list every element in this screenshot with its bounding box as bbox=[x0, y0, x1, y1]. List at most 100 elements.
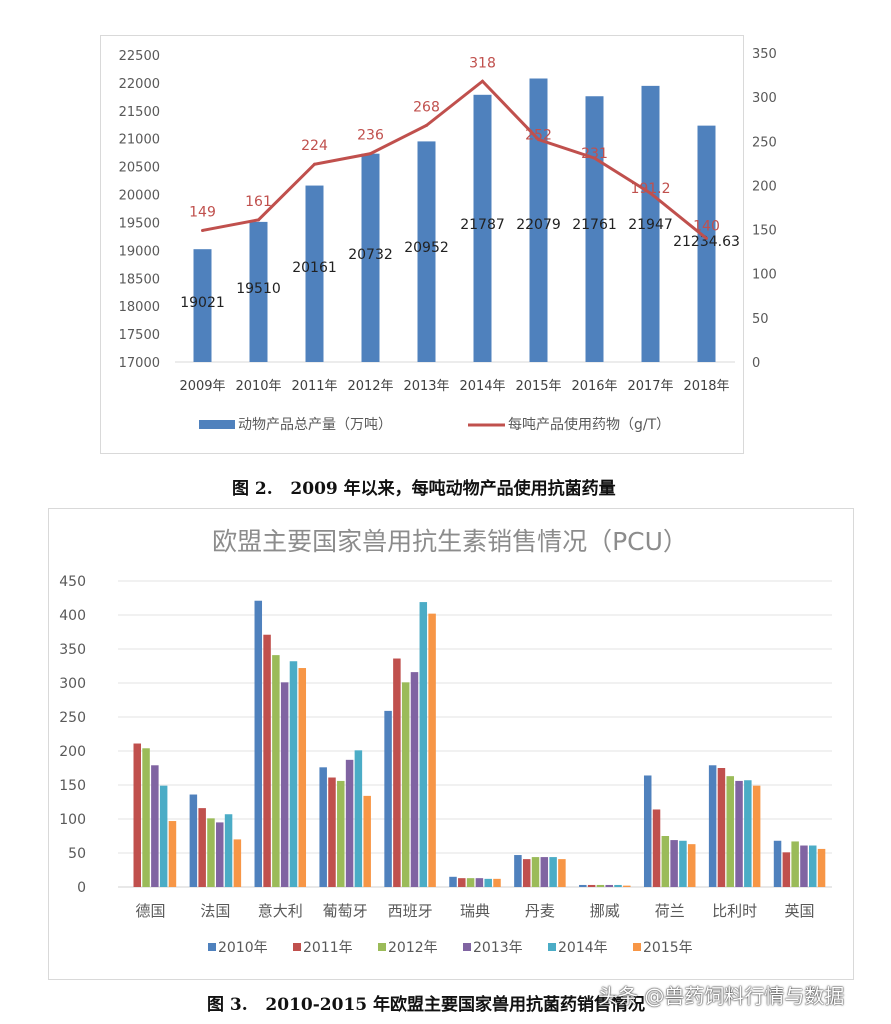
bar-data-label: 21787 bbox=[460, 217, 505, 233]
bar-2013年 bbox=[800, 845, 808, 887]
bar-2012年 bbox=[337, 780, 345, 887]
x-tick-label: 意大利 bbox=[258, 902, 303, 920]
legend-label: 2010年 bbox=[218, 940, 268, 956]
legend-swatch-production bbox=[199, 420, 235, 429]
bar-2011年 bbox=[393, 658, 401, 887]
bar-2013年 bbox=[735, 780, 743, 887]
bar-data-label: 20732 bbox=[348, 247, 393, 263]
bar-2012年 bbox=[207, 818, 215, 887]
x-tick-label: 2014年 bbox=[459, 379, 505, 394]
x-tick-label: 荷兰 bbox=[655, 902, 685, 920]
line-point bbox=[201, 228, 204, 232]
bar-2015年 bbox=[493, 878, 501, 887]
bar-2014年 bbox=[354, 750, 363, 887]
bar-2014年 bbox=[419, 602, 428, 887]
left-tick-label: 17000 bbox=[119, 356, 160, 371]
legend-swatch bbox=[293, 943, 301, 951]
bar-2013年 bbox=[280, 682, 289, 887]
bar-2010年 bbox=[254, 600, 263, 887]
bar-2014年 bbox=[614, 884, 622, 887]
bar-data-label: 20952 bbox=[404, 240, 449, 256]
legend-label: 2011年 bbox=[303, 940, 353, 956]
line-data-label: 268 bbox=[413, 99, 440, 115]
left-tick-label: 21500 bbox=[119, 105, 160, 120]
right-tick-label: 50 bbox=[752, 312, 769, 327]
bar-2015年 bbox=[168, 821, 177, 887]
y-tick-label: 300 bbox=[59, 676, 86, 692]
legend-swatch bbox=[548, 943, 556, 951]
watermark: 头条 @兽药饲料行情与数据 bbox=[598, 984, 845, 1008]
y-tick-label: 0 bbox=[77, 880, 86, 896]
bar-2011年 bbox=[198, 808, 206, 887]
right-tick-label: 350 bbox=[752, 47, 777, 62]
x-tick-label: 2012年 bbox=[347, 379, 393, 394]
line-data-label: 318 bbox=[469, 55, 496, 71]
bar-2013年 bbox=[151, 765, 159, 887]
line-data-label: 191.2 bbox=[630, 181, 670, 197]
x-tick-label: 西班牙 bbox=[388, 902, 433, 920]
bar-2011年 bbox=[522, 859, 531, 887]
x-tick-label: 2010年 bbox=[235, 379, 281, 394]
line-drug-use bbox=[202, 79, 708, 240]
line-data-label: 161 bbox=[245, 194, 272, 210]
y-tick-label: 150 bbox=[59, 778, 86, 794]
bar-2015年 bbox=[817, 848, 826, 887]
left-tick-label: 19000 bbox=[119, 244, 160, 259]
bar-2015年 bbox=[233, 839, 242, 887]
x-tick-label: 法国 bbox=[200, 902, 230, 920]
y-tick-label: 400 bbox=[59, 608, 86, 624]
line-point bbox=[705, 236, 708, 240]
eu-antibiotic-sales-chart: 欧盟主要国家兽用抗生素销售情况（PCU） 0 50 100 150 200 250 300 35… bbox=[59, 527, 832, 956]
bar-2012年 bbox=[791, 841, 799, 887]
bar-data-label: 20161 bbox=[292, 260, 337, 276]
y-tick-label: 450 bbox=[59, 574, 86, 590]
bar-2011年 bbox=[328, 777, 336, 887]
bar-2015年 bbox=[623, 885, 631, 887]
bar-data-label: 22079 bbox=[516, 217, 561, 233]
y-tick-label: 100 bbox=[59, 812, 86, 828]
bar-2015年 bbox=[428, 613, 436, 887]
bar-2011年 bbox=[782, 852, 791, 887]
line-point bbox=[369, 152, 372, 156]
right-tick-label: 250 bbox=[752, 135, 777, 150]
bar-2013年 bbox=[345, 759, 354, 887]
bar-2012年 bbox=[272, 655, 280, 887]
bar-data-label: 21947 bbox=[628, 217, 673, 233]
legend-swatch bbox=[633, 943, 641, 951]
legend-label: 2013年 bbox=[473, 940, 523, 956]
bar-2014年 bbox=[679, 840, 687, 887]
bar-2012年 bbox=[596, 884, 605, 887]
left-tick-label: 17500 bbox=[119, 328, 160, 343]
line-point bbox=[425, 123, 428, 127]
left-tick-label: 20500 bbox=[119, 161, 160, 176]
legend-label-drug-use: 每吨产品使用药物（g/T） bbox=[508, 416, 670, 433]
right-tick-label: 0 bbox=[752, 356, 760, 371]
x-tick-label: 2016年 bbox=[571, 379, 617, 394]
bar-2013年 bbox=[540, 857, 549, 887]
bar-2010年 bbox=[643, 775, 652, 887]
bar-2012年 bbox=[661, 836, 670, 887]
bar-2014年 bbox=[224, 814, 233, 887]
bar-2010年 bbox=[579, 884, 587, 887]
bar-2013年 bbox=[670, 840, 678, 887]
bar-2013年 bbox=[410, 672, 419, 887]
line-point bbox=[257, 218, 260, 222]
bar-2011年 bbox=[133, 743, 142, 887]
y-tick-label: 350 bbox=[59, 642, 86, 658]
bar-2011年 bbox=[458, 878, 466, 887]
bar-2014年 bbox=[484, 878, 492, 887]
bar-production bbox=[305, 185, 324, 362]
bar-2015年 bbox=[363, 795, 371, 887]
right-tick-label: 300 bbox=[752, 91, 777, 106]
bar-2011年 bbox=[587, 884, 596, 887]
bar-2013年 bbox=[605, 884, 613, 887]
bar-data-label: 19510 bbox=[236, 281, 281, 297]
x-tick-label: 2015年 bbox=[515, 379, 561, 394]
x-tick-label: 2017年 bbox=[627, 379, 673, 394]
bar-2010年 bbox=[773, 840, 782, 887]
chart1-caption: 图 2. 2009 年以来，每吨动物产品使用抗菌药量 bbox=[232, 479, 616, 499]
line-point bbox=[313, 162, 316, 166]
line-point bbox=[481, 79, 484, 83]
bar-2010年 bbox=[514, 855, 522, 887]
bar-production bbox=[585, 96, 604, 362]
